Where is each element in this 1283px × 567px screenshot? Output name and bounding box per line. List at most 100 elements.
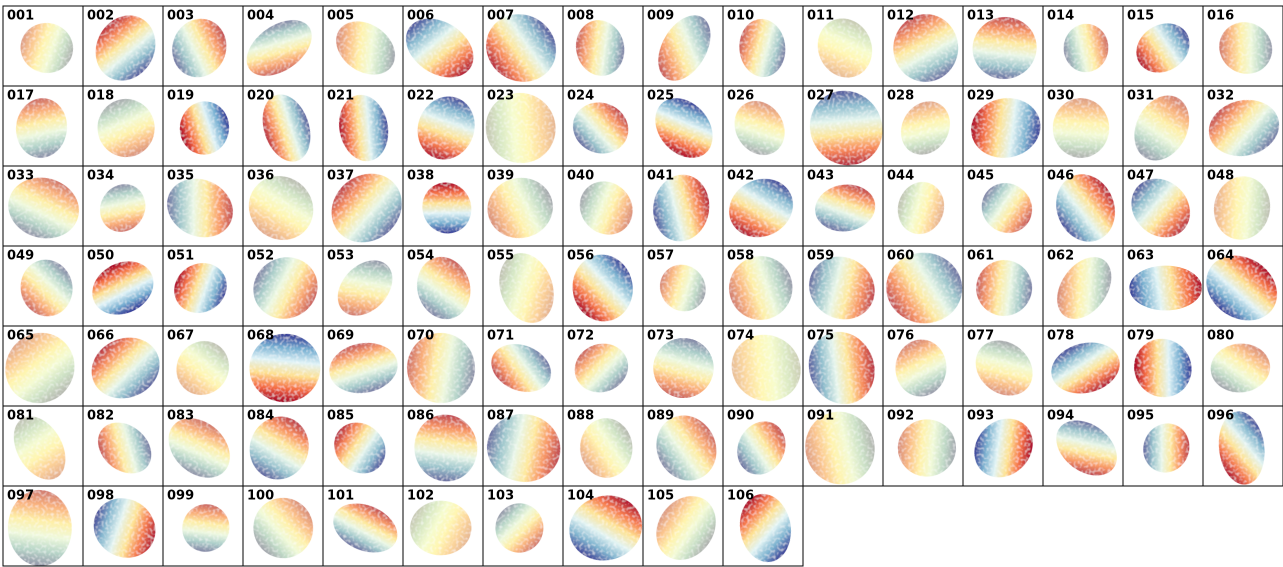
velocity-map: [739, 19, 786, 77]
panel: 067: [162, 325, 244, 407]
panel: 026: [722, 85, 804, 167]
panel: 033: [2, 165, 84, 247]
panel-label: 009: [647, 9, 674, 24]
panel-label: 061: [967, 249, 994, 264]
panel: 043: [802, 165, 884, 247]
panel-label: 055: [487, 249, 514, 264]
panel: 085: [322, 405, 404, 487]
velocity-map: [93, 498, 156, 558]
panel-label: 078: [1047, 329, 1074, 344]
velocity-map: [5, 332, 75, 404]
panel-label: 039: [487, 169, 514, 184]
velocity-map: [414, 414, 478, 482]
velocity-map: [1219, 22, 1273, 74]
panel-label: 001: [7, 9, 34, 24]
panel: 097: [2, 485, 84, 567]
panel-label: 036: [247, 169, 274, 184]
panel: 022: [402, 85, 484, 167]
velocity-map: [491, 344, 551, 392]
panel-label: 042: [727, 169, 754, 184]
velocity-map: [1213, 176, 1271, 240]
panel: 028: [882, 85, 964, 167]
panel-label: 043: [807, 169, 834, 184]
panel-label: 045: [967, 169, 994, 184]
panel-label: 004: [247, 9, 274, 24]
panel-label: 056: [567, 249, 594, 264]
velocity-map: [893, 14, 959, 82]
panel-label: 057: [647, 249, 674, 264]
panel: 038: [402, 165, 484, 247]
panel-label: 073: [647, 329, 674, 344]
velocity-map: [172, 18, 227, 78]
panel-label: 080: [1207, 329, 1234, 344]
velocity-map: [422, 182, 472, 234]
panel: 091: [802, 405, 884, 487]
panel: 002: [82, 5, 164, 87]
velocity-map: [339, 94, 389, 162]
velocity-map: [1143, 423, 1190, 473]
panel: 036: [242, 165, 324, 247]
velocity-map: [972, 17, 1037, 79]
velocity-map: [975, 340, 1033, 396]
panel: 096: [1202, 405, 1283, 487]
panel-label: 084: [247, 409, 274, 424]
panel: 054: [402, 245, 484, 327]
velocity-map: [1052, 98, 1110, 158]
panel-label: 041: [647, 169, 674, 184]
velocity-map: [417, 96, 475, 160]
velocity-map: [655, 98, 713, 158]
panel-label: 079: [1127, 329, 1154, 344]
panel: 059: [802, 245, 884, 327]
velocity-map: [253, 257, 318, 319]
panel: 051: [162, 245, 244, 327]
panel-label: 049: [7, 249, 34, 264]
panel: 035: [162, 165, 244, 247]
velocity-map: [331, 173, 402, 243]
velocity-map: [98, 422, 152, 474]
velocity-map: [981, 183, 1033, 233]
panel-label: 096: [1207, 409, 1234, 424]
panel: 027: [802, 85, 884, 167]
panel-label: 072: [567, 329, 594, 344]
panel: 072: [562, 325, 644, 407]
panel-label: 098: [87, 489, 114, 504]
panel: 018: [82, 85, 164, 167]
panel: 066: [82, 325, 164, 407]
panel: 009: [642, 5, 724, 87]
velocity-map: [8, 490, 72, 566]
panel-label: 018: [87, 89, 114, 104]
panel-label: 092: [887, 409, 914, 424]
panel-label: 067: [167, 329, 194, 344]
velocity-map: [337, 260, 393, 316]
velocity-map: [976, 260, 1033, 316]
velocity-map: [1136, 23, 1190, 73]
panel: 048: [1202, 165, 1283, 247]
panel-label: 091: [807, 409, 834, 424]
velocity-map: [1208, 99, 1280, 157]
velocity-map: [495, 503, 544, 553]
panel: 029: [962, 85, 1044, 167]
panel: 087: [482, 405, 564, 487]
panel: 060: [882, 245, 964, 327]
velocity-map: [579, 181, 633, 235]
panel-label: 030: [1047, 89, 1074, 104]
panel-label: 100: [247, 489, 274, 504]
panel: 073: [642, 325, 724, 407]
panel: 071: [482, 325, 564, 407]
panel: 079: [1122, 325, 1204, 407]
velocity-map: [16, 98, 68, 158]
panel: 065: [2, 325, 84, 407]
velocity-map: [1218, 411, 1265, 485]
panel-label: 020: [247, 89, 274, 104]
panel: 049: [2, 245, 84, 327]
panel: 056: [562, 245, 644, 327]
panel: 046: [1042, 165, 1124, 247]
velocity-map: [167, 178, 233, 238]
velocity-map: [653, 338, 714, 398]
velocity-map: [1056, 420, 1117, 476]
panel: 082: [82, 405, 164, 487]
panel-label: 095: [1127, 409, 1154, 424]
panel-frame: [1202, 405, 1283, 487]
panel: 089: [642, 405, 724, 487]
panel-label: 051: [167, 249, 194, 264]
